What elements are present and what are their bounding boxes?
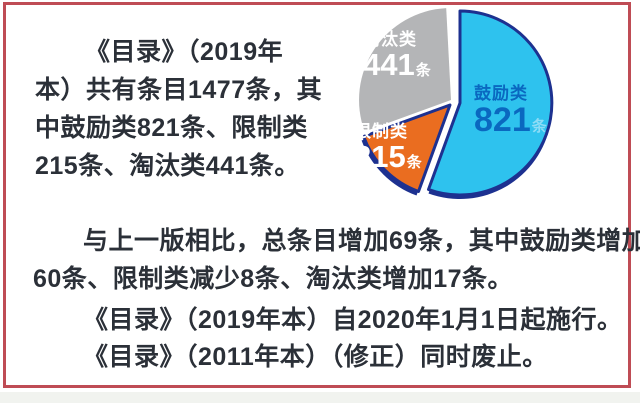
red-border-frame [3, 2, 631, 388]
taotai-value: 441 [363, 47, 415, 82]
xianzhi-unit: 条 [406, 154, 422, 171]
pie-chart: 淘汰类 441条 限制类 215条 鼓励类 821条 [339, 1, 571, 213]
pie-chart-svg [359, 8, 554, 199]
pie-label-taotai: 淘汰类 441条 [363, 30, 431, 86]
paragraph-repeal: 《目录》（2011年本）（修正）同时废止。 [83, 343, 548, 371]
pie-slice-guli [427, 9, 554, 197]
paragraph-comparison: 与上一版相比，总条目增加69条，其中鼓励类增加 60条、限制类减少8条、淘汰类增… [33, 227, 640, 293]
pie-label-guli: 鼓励类 821条 [474, 84, 547, 143]
paragraph-summary: 《目录》（2019年 本）共有条目1477条，其 中鼓励类821条、限制类 21… [35, 38, 323, 180]
taotai-unit: 条 [415, 62, 431, 79]
pie-label-taotai-value: 441条 [363, 47, 431, 86]
bottom-edge-strip [0, 392, 640, 403]
pie-slice-xianzhi [362, 103, 452, 193]
pie-label-taotai-name: 淘汰类 [363, 30, 417, 49]
xianzhi-value: 215 [354, 139, 406, 174]
guli-value: 821 [474, 101, 531, 139]
pie-label-xianzhi-name: 限制类 [354, 122, 408, 141]
pie-slice-taotai [359, 8, 451, 132]
pie-label-xianzhi: 限制类 215条 [354, 122, 422, 178]
pie-label-guli-value: 821条 [474, 101, 547, 143]
pie-label-guli-name: 鼓励类 [474, 84, 528, 103]
guli-unit: 条 [531, 118, 547, 135]
pie-label-xianzhi-value: 215条 [354, 139, 422, 178]
paragraph-effective-date: 《目录》（2019年本）自2020年1月1日起施行。 [83, 306, 623, 334]
